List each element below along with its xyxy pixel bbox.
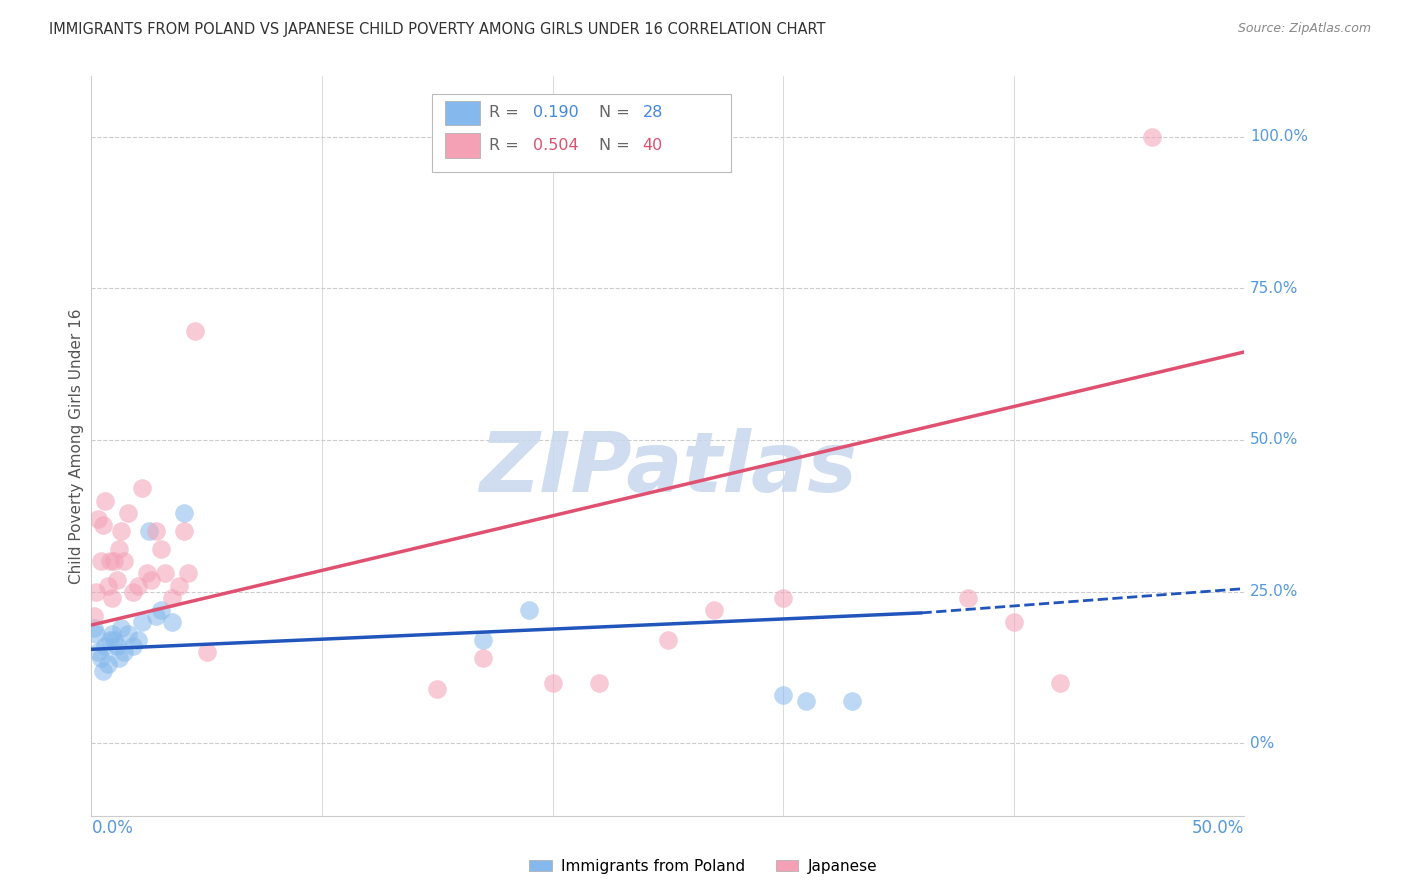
Point (472, 651, 495, 665)
Point (96, 578, 118, 592)
Point (131, 615, 153, 629)
Point (110, 524, 132, 538)
Point (90, 651, 112, 665)
Point (91, 517, 114, 532)
Point (177, 566, 200, 581)
Point (472, 633, 495, 648)
Text: R =: R = (489, 105, 524, 120)
Point (84, 627, 107, 641)
Text: R =: R = (489, 138, 524, 153)
Point (83, 608, 105, 623)
Text: 28: 28 (643, 105, 662, 120)
Point (145, 608, 167, 623)
Point (94, 493, 117, 508)
Text: N =: N = (599, 105, 634, 120)
Text: 0.0%: 0.0% (91, 819, 134, 838)
Text: 40: 40 (643, 138, 662, 153)
Point (1140, 129, 1163, 144)
Point (772, 688, 794, 702)
FancyBboxPatch shape (432, 95, 731, 172)
Point (657, 633, 679, 648)
Point (153, 566, 176, 581)
Point (173, 506, 195, 520)
Point (794, 694, 817, 708)
Point (98, 554, 121, 568)
Point (173, 524, 195, 538)
Point (103, 554, 125, 568)
Point (1002, 615, 1025, 629)
Point (84, 584, 107, 599)
Point (117, 506, 139, 520)
Point (149, 603, 172, 617)
Text: 50.0%: 50.0% (1192, 819, 1244, 838)
Point (127, 578, 149, 592)
Y-axis label: Child Poverty Among Girls Under 16: Child Poverty Among Girls Under 16 (69, 309, 84, 583)
Point (141, 573, 163, 587)
Text: 50.0%: 50.0% (1250, 433, 1299, 448)
Point (108, 542, 131, 557)
Point (131, 482, 153, 496)
Point (772, 591, 794, 605)
Point (167, 578, 190, 592)
Point (703, 603, 725, 617)
Point (135, 566, 157, 581)
Point (956, 591, 979, 605)
Point (101, 627, 124, 641)
Point (127, 633, 149, 648)
Point (91, 664, 114, 678)
Point (101, 591, 124, 605)
Text: ZIPatlas: ZIPatlas (479, 427, 856, 508)
Point (841, 694, 863, 708)
Point (122, 640, 145, 654)
Point (96, 657, 118, 672)
Text: 25.0%: 25.0% (1250, 584, 1299, 599)
Point (112, 645, 135, 659)
Point (87, 645, 110, 659)
Point (1049, 675, 1071, 690)
Point (98, 633, 121, 648)
Point (108, 651, 131, 665)
Point (138, 524, 160, 538)
Text: 0.190: 0.190 (533, 105, 579, 120)
Point (145, 524, 167, 538)
Point (112, 554, 135, 568)
Point (83, 621, 105, 635)
Point (541, 675, 564, 690)
Point (184, 324, 207, 338)
Text: 0.504: 0.504 (533, 138, 579, 153)
Point (160, 591, 183, 605)
Point (105, 573, 128, 587)
Point (122, 584, 145, 599)
Point (105, 640, 128, 654)
Point (588, 675, 610, 690)
Text: 75.0%: 75.0% (1250, 281, 1299, 296)
Point (426, 681, 449, 696)
Legend: Immigrants from Poland, Japanese: Immigrants from Poland, Japanese (523, 853, 883, 880)
Point (519, 603, 541, 617)
Text: Source: ZipAtlas.com: Source: ZipAtlas.com (1237, 22, 1371, 36)
Point (160, 615, 183, 629)
Bar (446, 101, 479, 125)
Point (117, 627, 139, 641)
Point (87, 512, 110, 526)
Point (195, 645, 218, 659)
Point (94, 640, 117, 654)
Point (149, 542, 172, 557)
Point (110, 621, 132, 635)
Point (103, 633, 125, 648)
Point (90, 554, 112, 568)
Text: N =: N = (599, 138, 634, 153)
Bar (446, 133, 479, 158)
Text: IMMIGRANTS FROM POLAND VS JAPANESE CHILD POVERTY AMONG GIRLS UNDER 16 CORRELATIO: IMMIGRANTS FROM POLAND VS JAPANESE CHILD… (49, 22, 825, 37)
Text: 0%: 0% (1250, 736, 1274, 751)
Text: 100.0%: 100.0% (1250, 129, 1308, 144)
